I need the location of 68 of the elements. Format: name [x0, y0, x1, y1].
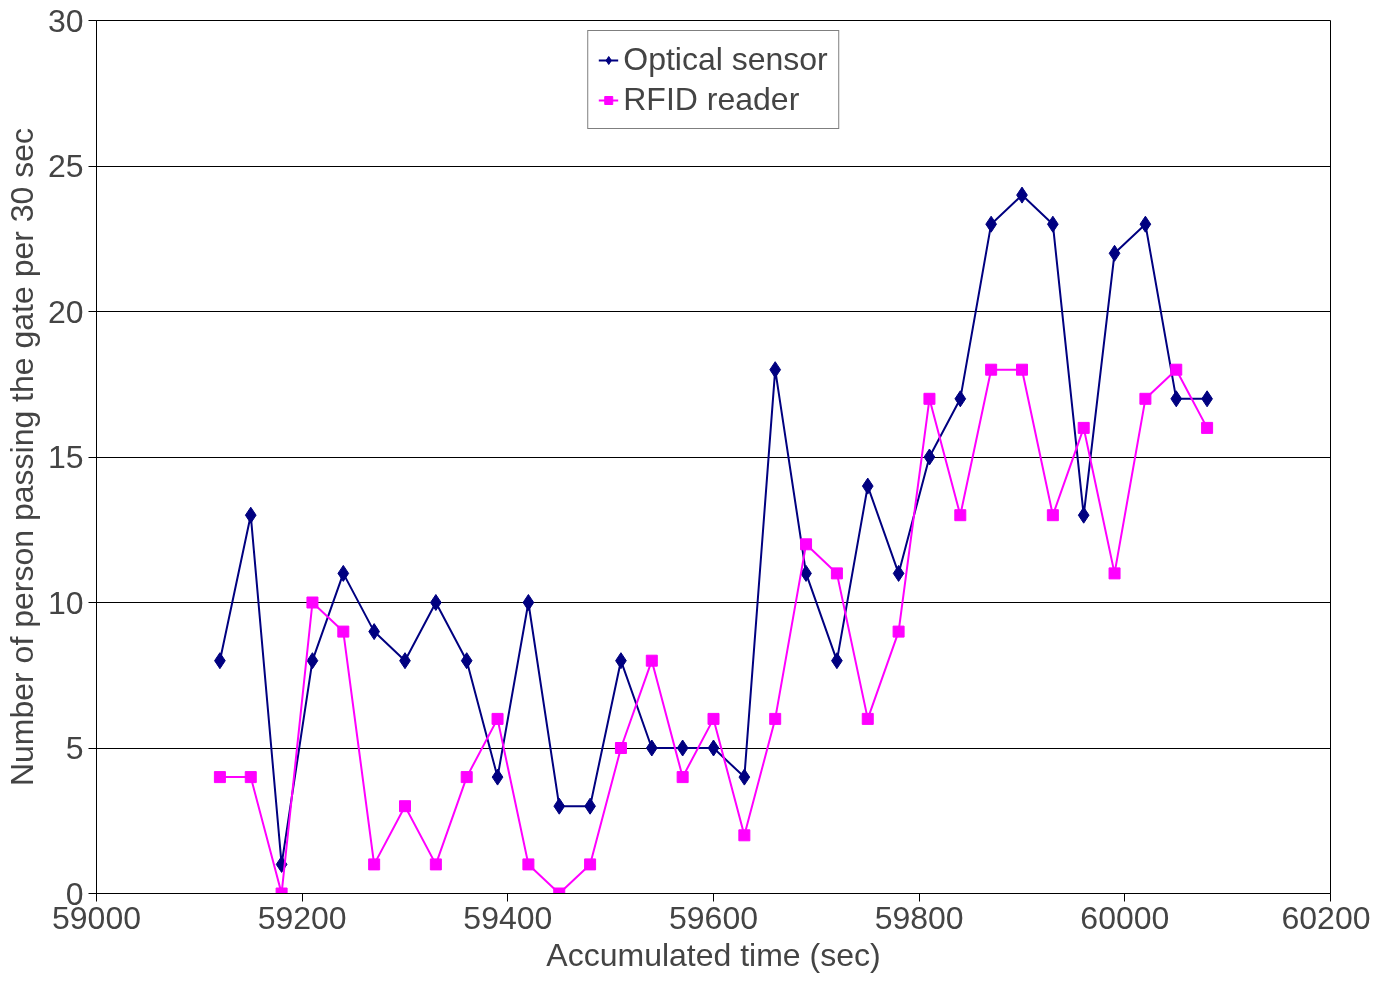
point [553, 797, 566, 815]
y-tick-label: 25 [47, 148, 84, 184]
point [244, 771, 257, 784]
point [645, 739, 658, 757]
point [213, 771, 226, 784]
legend-label: Optical sensor [623, 41, 828, 78]
x-tick-label: 59600 [669, 899, 758, 936]
point [399, 800, 411, 813]
point [769, 361, 782, 379]
point [1016, 363, 1028, 376]
point [954, 390, 967, 408]
point [1077, 506, 1090, 524]
x-axis-title: Accumulated time (sec) [546, 936, 881, 973]
point [830, 567, 843, 580]
legend-label: RFID reader [623, 81, 800, 118]
y-axis-title: Number of person passing the gate per 30 sec [3, 127, 40, 787]
point [707, 739, 720, 757]
point [1139, 392, 1152, 405]
point [738, 829, 751, 842]
point [460, 771, 473, 784]
point [306, 652, 319, 670]
point [1108, 567, 1121, 580]
point [306, 596, 319, 609]
y-tick-label: 30 [47, 2, 84, 39]
point [614, 742, 627, 754]
y-tick-label: 15 [47, 439, 84, 475]
point [985, 363, 998, 376]
x-tick-label: 59200 [257, 899, 347, 936]
point [1139, 215, 1152, 233]
point [522, 858, 535, 871]
x-tick-label: 59400 [463, 899, 553, 936]
point [800, 538, 813, 551]
point [769, 712, 782, 725]
point [460, 652, 473, 670]
y-tick-label: 10 [47, 584, 84, 621]
point [892, 564, 905, 582]
point [337, 625, 350, 638]
point [1077, 421, 1090, 434]
point [892, 625, 905, 638]
point [337, 564, 350, 582]
point [491, 768, 504, 786]
point [1046, 509, 1059, 522]
point [368, 858, 381, 871]
y-tick-label: 20 [47, 293, 84, 330]
point [676, 739, 689, 757]
x-tick-label: 59800 [874, 899, 964, 936]
y-tick-label: 5 [65, 730, 84, 766]
point [954, 509, 967, 522]
point [707, 712, 720, 725]
point [491, 712, 504, 725]
point [861, 712, 874, 725]
point [923, 448, 936, 466]
point [429, 858, 442, 871]
point [861, 477, 874, 495]
point [1201, 421, 1214, 434]
point [522, 594, 535, 611]
point [923, 392, 936, 405]
point [1108, 244, 1121, 262]
point [738, 768, 751, 786]
point [430, 594, 442, 611]
x-tick-label: 60000 [1080, 899, 1170, 936]
point [645, 654, 658, 667]
point [1170, 390, 1183, 408]
point [676, 771, 689, 784]
point [584, 858, 597, 871]
point [244, 506, 257, 524]
point [1170, 363, 1183, 376]
x-tick-label: 60200 [1281, 899, 1371, 936]
